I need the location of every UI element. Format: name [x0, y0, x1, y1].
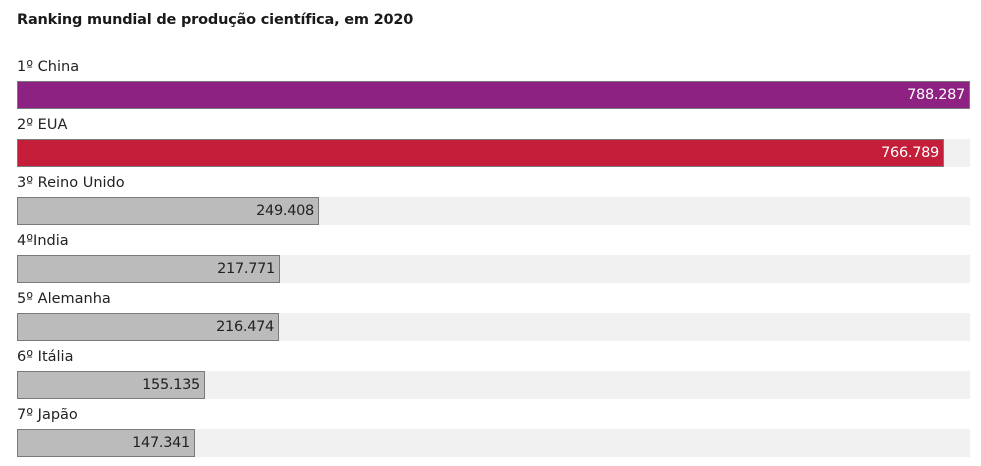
- bar-track: 249.408: [17, 197, 970, 225]
- data-label: 155.135: [142, 377, 200, 393]
- chart-title: Ranking mundial de produção científica, …: [17, 12, 414, 28]
- data-label: 766.789: [881, 145, 939, 161]
- category-label: 7º Japão: [17, 407, 78, 423]
- bar-track: 216.474: [17, 313, 970, 341]
- category-label: 4ºIndia: [17, 233, 69, 249]
- category-label: 1º China: [17, 59, 80, 75]
- data-label: 788.287: [907, 87, 965, 103]
- data-label: 147.341: [132, 435, 190, 451]
- bar-row: 7º Japão 147.341: [17, 407, 970, 465]
- bar-row: 4ºIndia 217.771: [17, 233, 970, 291]
- bar-track: 788.287: [17, 81, 970, 109]
- data-label: 216.474: [216, 319, 274, 335]
- bar: 766.789: [17, 139, 944, 167]
- bar: 155.135: [17, 371, 205, 399]
- category-label: 3º Reino Unido: [17, 175, 125, 191]
- category-label: 6º Itália: [17, 349, 74, 365]
- data-label: 249.408: [256, 203, 314, 219]
- bar-row: 5º Alemanha 216.474: [17, 291, 970, 349]
- bar-row: 3º Reino Unido 249.408: [17, 175, 970, 233]
- category-label: 2º EUA: [17, 117, 68, 133]
- category-label: 5º Alemanha: [17, 291, 111, 307]
- bar-track: 147.341: [17, 429, 970, 457]
- bar-row: 6º Itália 155.135: [17, 349, 970, 407]
- bar-row: 2º EUA 766.789: [17, 117, 970, 175]
- bar: 249.408: [17, 197, 319, 225]
- data-label: 217.771: [217, 261, 275, 277]
- bar: 217.771: [17, 255, 280, 283]
- bar: 147.341: [17, 429, 195, 457]
- bar-track: 766.789: [17, 139, 970, 167]
- bar-track: 155.135: [17, 371, 970, 399]
- bar: 788.287: [17, 81, 970, 109]
- bar: 216.474: [17, 313, 279, 341]
- bar-row: 1º China 788.287: [17, 59, 970, 117]
- bar-track: 217.771: [17, 255, 970, 283]
